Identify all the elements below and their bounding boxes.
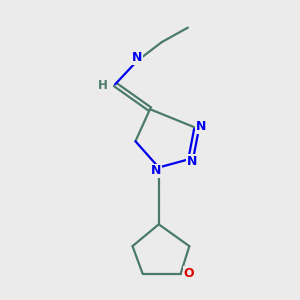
Text: N: N	[132, 51, 142, 64]
Text: O: O	[183, 267, 194, 280]
Text: H: H	[98, 79, 108, 92]
Text: N: N	[187, 155, 197, 168]
Text: N: N	[151, 164, 162, 178]
Text: N: N	[196, 120, 206, 133]
